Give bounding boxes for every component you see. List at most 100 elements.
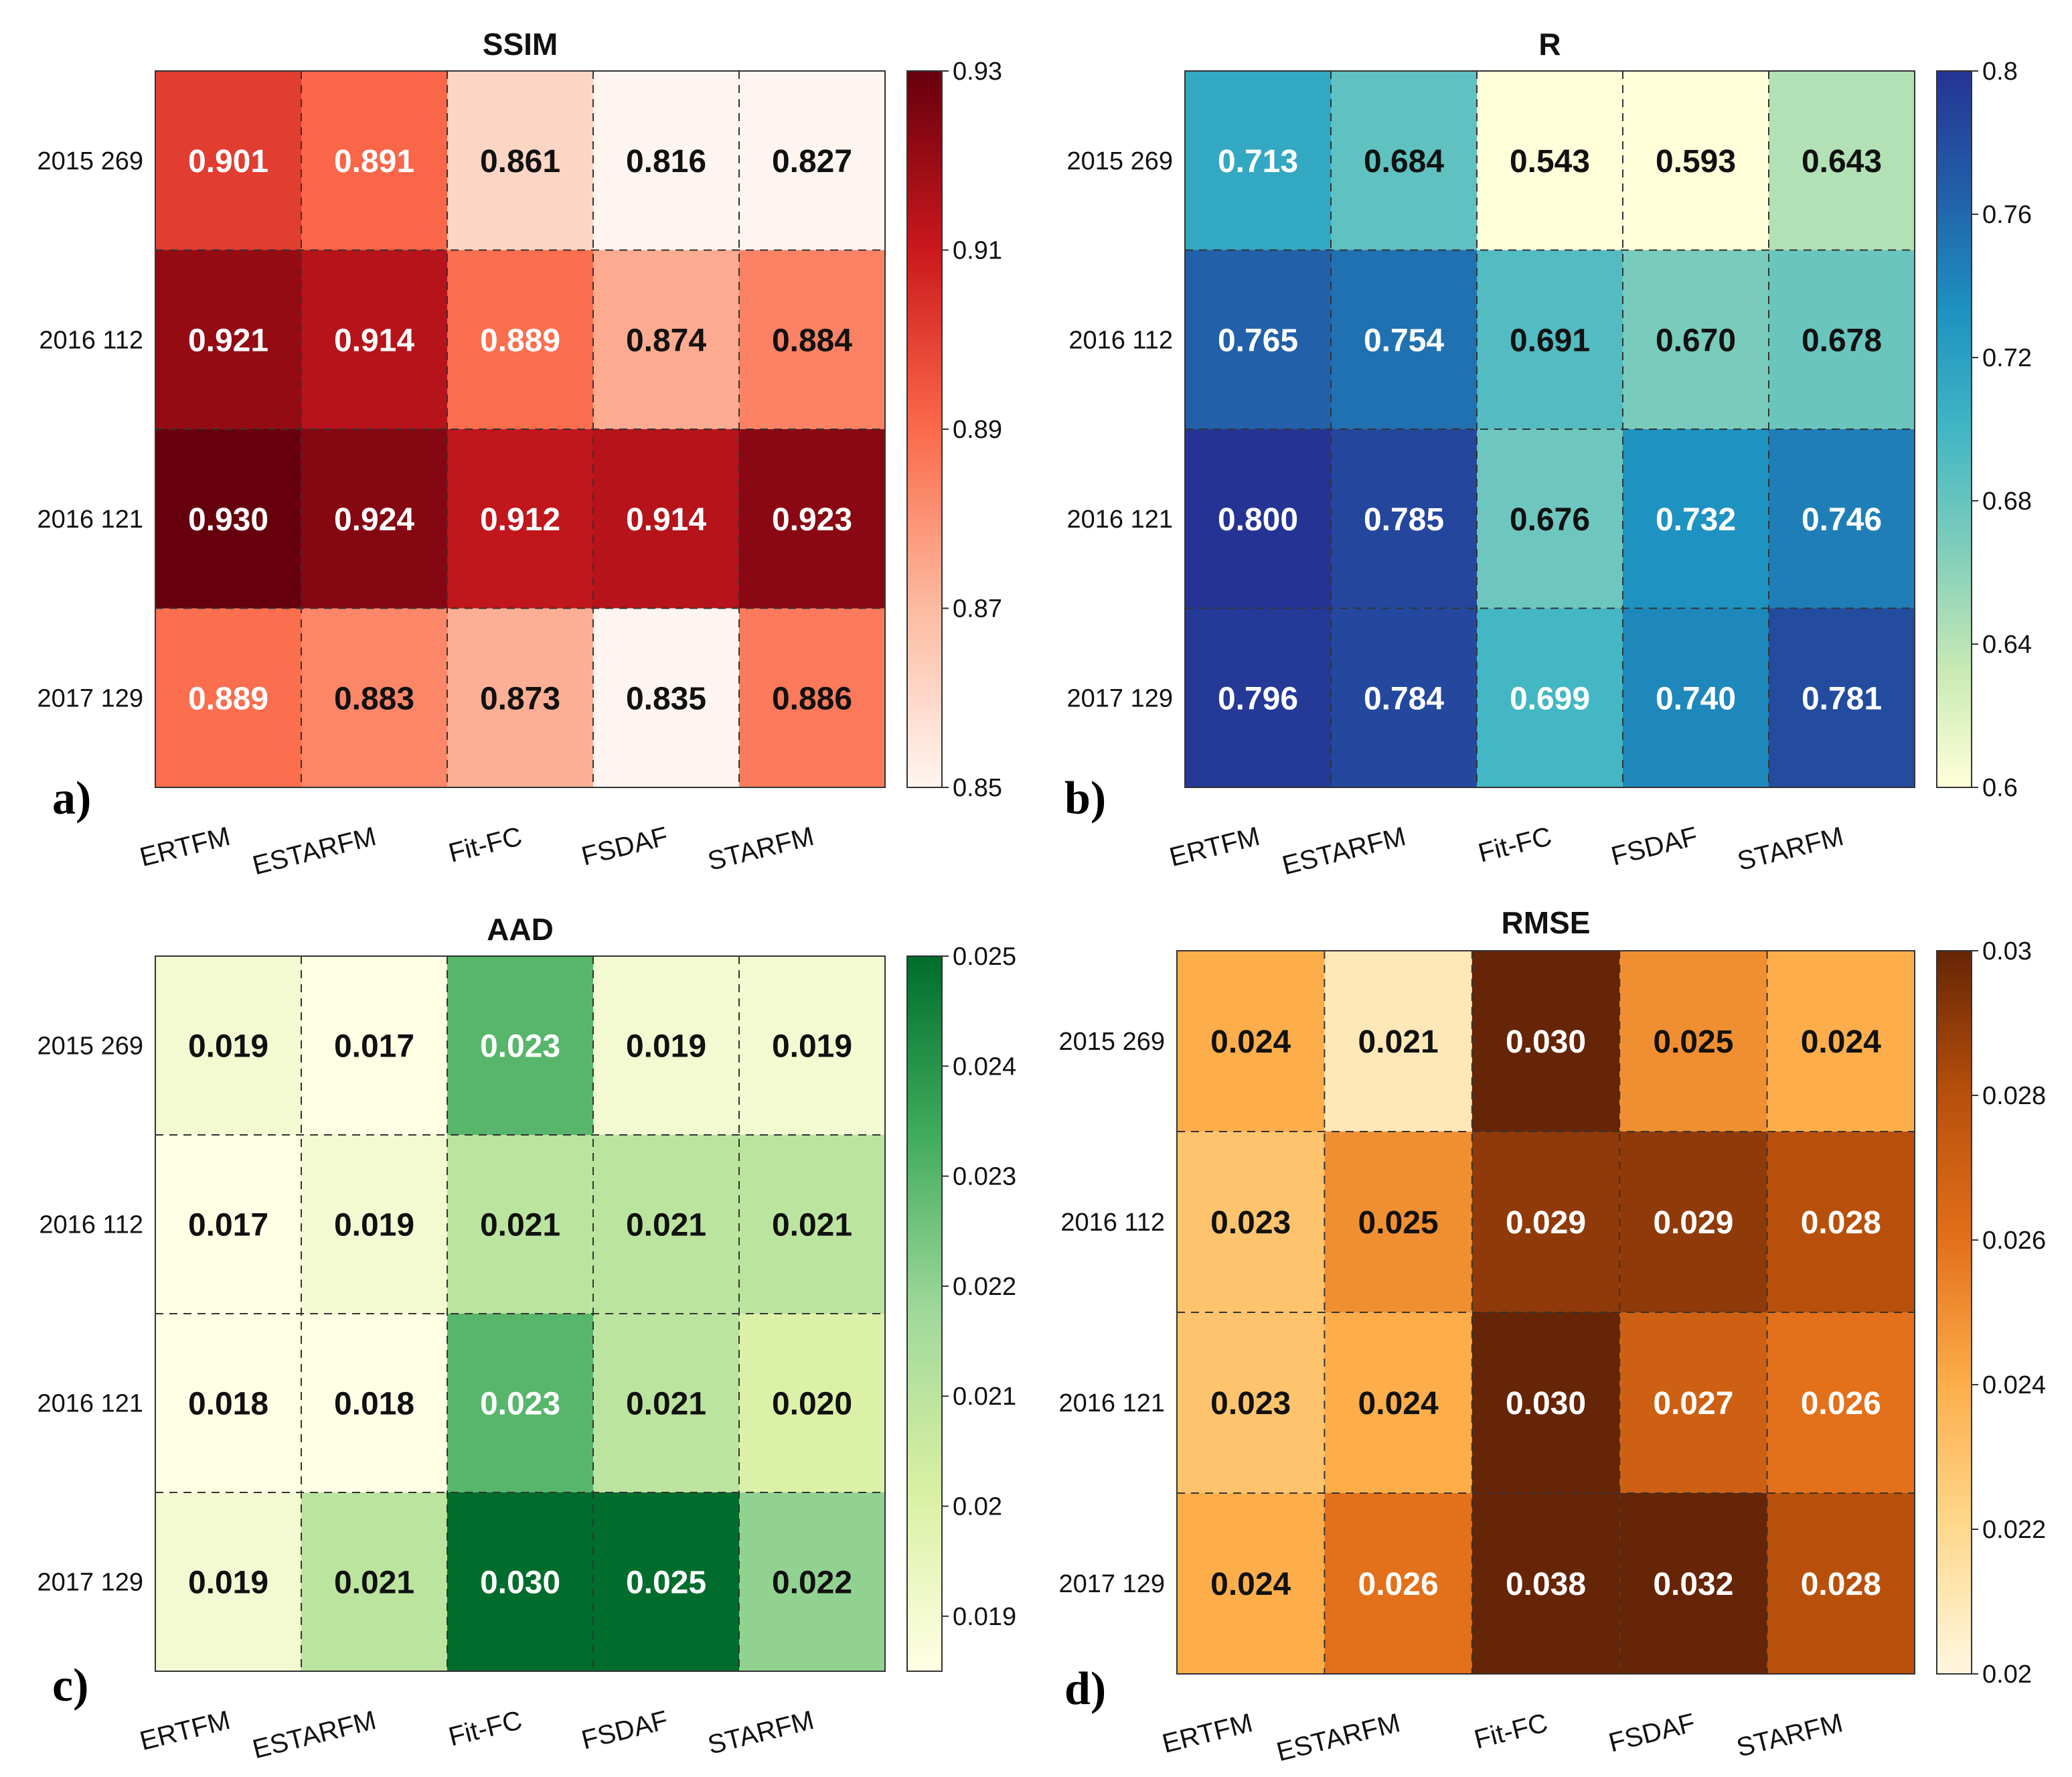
heatmap-cell — [1331, 608, 1477, 787]
cell-value-label: 0.030 — [480, 1565, 560, 1601]
panel-label: b) — [1064, 773, 1106, 824]
heatmap-cell — [301, 429, 447, 609]
heatmap-cell — [1331, 429, 1477, 609]
heatmap-cell — [1471, 1493, 1620, 1674]
column-tick-label: Fit-FC — [446, 1705, 525, 1752]
heatmap-cell — [1623, 71, 1769, 250]
column-tick-label: STARFM — [705, 822, 817, 876]
colorbar-tick-label: 0.023 — [953, 1163, 1016, 1191]
cell-value-label: 0.024 — [1358, 1386, 1439, 1421]
cell-value-label: 0.026 — [1801, 1386, 1881, 1421]
heatmap-cell — [155, 429, 301, 609]
heatmap-cell — [155, 1135, 301, 1314]
heatmap-cell — [1619, 1132, 1767, 1312]
panel-title: RMSE — [1502, 905, 1591, 940]
cell-value-label: 0.754 — [1364, 323, 1444, 358]
panel-aad: 0.019 0.017 0.023 0.019 0.019 0.017 0.019 0.021… — [37, 912, 1017, 1764]
heatmap-cell — [447, 608, 593, 787]
heatmap-cell — [447, 1314, 593, 1492]
cell-value-label: 0.785 — [1364, 502, 1444, 538]
heatmap-cell — [593, 1135, 739, 1314]
cell-value-label: 0.020 — [772, 1387, 852, 1422]
heatmap-cell — [301, 71, 447, 250]
colorbar-tick-label: 0.02 — [953, 1493, 1002, 1521]
heatmap-cell — [1769, 429, 1915, 609]
cell-value-label: 0.021 — [626, 1208, 706, 1243]
panel-ssim: 0.901 0.891 0.861 0.816 0.827 0.921 0.914 0.889… — [37, 27, 1002, 880]
heatmap-cell — [301, 1492, 447, 1671]
panel-label: a) — [52, 773, 91, 824]
heatmap-cell — [1177, 1312, 1325, 1493]
cell-value-label: 0.032 — [1653, 1567, 1733, 1602]
row-tick-label: 2015 269 — [37, 147, 144, 175]
heatmap-cell — [155, 1492, 301, 1671]
cell-value-label: 0.914 — [334, 323, 414, 358]
heatmap-cell — [447, 1135, 593, 1314]
cell-value-label: 0.816 — [626, 144, 706, 179]
heatmap-cell — [1471, 1312, 1620, 1493]
colorbar-tick-label: 0.89 — [953, 416, 1002, 444]
row-tick-label: 2016 121 — [37, 1390, 144, 1418]
heatmap-cell — [1477, 429, 1623, 609]
cell-value-label: 0.021 — [480, 1208, 560, 1243]
row-tick-label: 2015 269 — [1059, 1028, 1166, 1056]
heatmap-cell — [155, 956, 301, 1135]
cell-value-label: 0.732 — [1656, 502, 1736, 538]
heatmap-cell — [1767, 951, 1915, 1132]
row-tick-label: 2017 129 — [1067, 684, 1174, 712]
column-tick-label: ESTARFM — [1279, 822, 1409, 880]
cell-value-label: 0.691 — [1510, 323, 1590, 358]
heatmap-cell — [739, 1492, 885, 1671]
cell-value-label: 0.886 — [772, 681, 852, 716]
cell-value-label: 0.025 — [626, 1565, 706, 1601]
cell-value-label: 0.912 — [480, 502, 560, 538]
cell-value-label: 0.784 — [1364, 681, 1444, 716]
plot-frame — [155, 70, 886, 788]
heatmap-cell — [301, 1314, 447, 1492]
heatmap-cell — [1767, 1132, 1915, 1312]
column-tick-label: ERTFM — [137, 1705, 234, 1756]
heatmap-cell — [1477, 250, 1623, 429]
column-tick-label: Fit-FC — [446, 822, 525, 868]
heatmap-cell — [155, 71, 301, 250]
cell-value-label: 0.874 — [626, 323, 706, 358]
colorbar-tick-label: 0.64 — [1982, 631, 2032, 659]
cell-value-label: 0.024 — [1801, 1024, 1881, 1060]
cell-value-label: 0.023 — [480, 1387, 560, 1422]
panel-title: AAD — [487, 912, 554, 947]
cell-value-label: 0.017 — [188, 1208, 268, 1243]
column-tick-label: ESTARFM — [250, 1705, 379, 1764]
column-tick-label: ESTARFM — [1274, 1708, 1403, 1767]
colorbar-tick-label: 0.91 — [953, 237, 1002, 265]
cell-value-label: 0.713 — [1218, 144, 1298, 179]
heatmap-cell — [1185, 250, 1331, 429]
colorbar-tick-label: 0.026 — [1982, 1227, 2046, 1255]
column-tick-label: FSDAF — [578, 822, 671, 871]
colorbar-tick-label: 0.019 — [953, 1603, 1016, 1631]
cell-value-label: 0.021 — [772, 1208, 852, 1243]
cell-value-label: 0.678 — [1802, 323, 1882, 358]
cell-value-label: 0.038 — [1506, 1567, 1586, 1602]
heatmap-cell — [1331, 250, 1477, 429]
panel-rmse: 0.024 0.021 0.030 0.025 0.024 0.023 0.025 0.029… — [1059, 905, 2047, 1767]
panel-r: 0.713 0.684 0.543 0.593 0.643 0.765 0.754 0.691… — [1064, 27, 2032, 880]
heatmap-cell — [155, 250, 301, 429]
cell-value-label: 0.921 — [188, 323, 268, 358]
colorbar-tick-label: 0.68 — [1982, 487, 2032, 516]
panel-title: R — [1538, 27, 1561, 62]
column-tick-label: ERTFM — [1160, 1708, 1256, 1759]
heatmap-cell — [1623, 429, 1769, 609]
cell-value-label: 0.883 — [334, 681, 414, 716]
colorbar — [1936, 70, 1972, 788]
colorbar-tick-label: 0.6 — [1982, 774, 2018, 802]
cell-value-label: 0.740 — [1656, 681, 1736, 716]
heatmap-cell — [447, 250, 593, 429]
colorbar-tick-label: 0.021 — [953, 1383, 1016, 1411]
column-tick-label: STARFM — [1735, 822, 1846, 876]
colorbar-tick-label: 0.022 — [1982, 1516, 2046, 1544]
heatmap-cell — [1324, 1312, 1472, 1493]
cell-value-label: 0.028 — [1801, 1567, 1881, 1602]
heatmap-cell — [739, 608, 885, 787]
heatmap-cell — [155, 1314, 301, 1492]
